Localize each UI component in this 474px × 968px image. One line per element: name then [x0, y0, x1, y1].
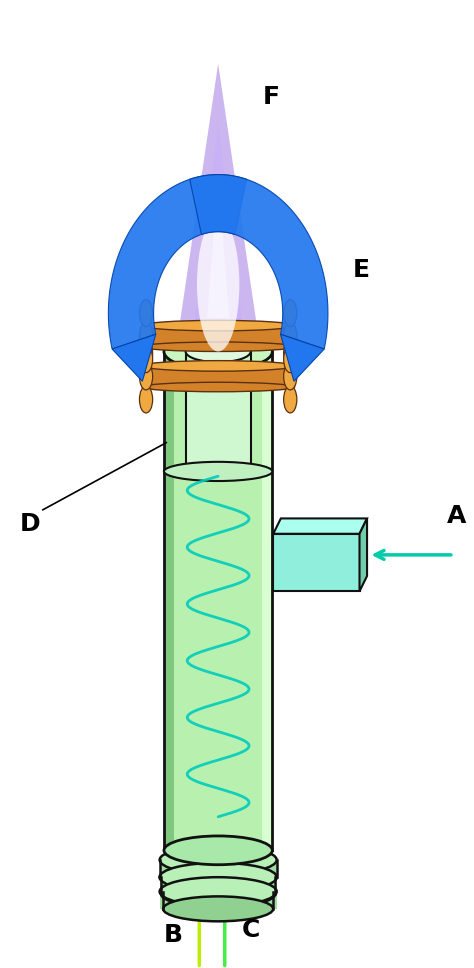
Ellipse shape — [142, 342, 294, 351]
Circle shape — [283, 340, 297, 367]
Polygon shape — [160, 892, 277, 909]
Polygon shape — [281, 334, 324, 381]
Ellipse shape — [160, 862, 277, 892]
Circle shape — [283, 386, 297, 413]
Circle shape — [139, 386, 153, 413]
Polygon shape — [190, 174, 328, 349]
Ellipse shape — [164, 333, 273, 370]
Ellipse shape — [160, 864, 277, 890]
Ellipse shape — [142, 320, 294, 331]
Ellipse shape — [142, 361, 294, 371]
Circle shape — [283, 322, 297, 349]
Ellipse shape — [163, 896, 273, 922]
Polygon shape — [273, 519, 367, 533]
Ellipse shape — [164, 836, 273, 864]
Polygon shape — [164, 351, 174, 850]
Text: C: C — [241, 918, 260, 942]
Ellipse shape — [160, 845, 277, 874]
Polygon shape — [160, 877, 277, 894]
Polygon shape — [359, 519, 367, 591]
Ellipse shape — [142, 382, 294, 392]
Ellipse shape — [186, 341, 251, 362]
Ellipse shape — [160, 877, 277, 906]
Circle shape — [139, 322, 153, 349]
Circle shape — [139, 346, 153, 373]
Polygon shape — [262, 351, 273, 850]
Circle shape — [139, 340, 153, 367]
Circle shape — [283, 363, 297, 390]
Text: F: F — [263, 85, 280, 109]
Polygon shape — [160, 860, 277, 877]
Polygon shape — [193, 121, 243, 327]
Ellipse shape — [161, 882, 275, 907]
Polygon shape — [112, 334, 156, 381]
Polygon shape — [164, 351, 273, 850]
Polygon shape — [109, 174, 246, 349]
Circle shape — [283, 346, 297, 373]
Ellipse shape — [197, 217, 239, 351]
Ellipse shape — [164, 462, 273, 481]
Polygon shape — [142, 325, 294, 347]
Circle shape — [139, 363, 153, 390]
Text: A: A — [447, 504, 466, 528]
Circle shape — [139, 300, 153, 326]
Text: B: B — [164, 923, 183, 947]
Polygon shape — [186, 351, 251, 471]
Text: E: E — [353, 258, 369, 282]
Polygon shape — [142, 366, 294, 387]
Text: D: D — [19, 512, 40, 536]
Polygon shape — [273, 533, 359, 591]
Circle shape — [283, 300, 297, 326]
Polygon shape — [207, 179, 229, 318]
Polygon shape — [178, 64, 258, 337]
